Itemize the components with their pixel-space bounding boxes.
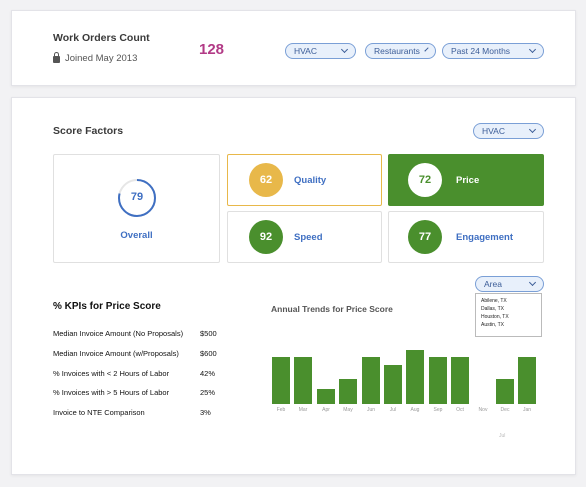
speed-score-value: 92	[249, 220, 283, 254]
lock-icon	[53, 52, 60, 63]
chart-bar[interactable]	[339, 379, 357, 404]
kpi-title: % KPIs for Price Score	[53, 301, 161, 312]
chart-bar[interactable]	[496, 379, 514, 404]
filter-industry-label: Restaurants	[374, 46, 420, 56]
chart-bar[interactable]	[272, 357, 290, 404]
filter-trade-label: HVAC	[294, 46, 317, 56]
chevron-down-icon	[528, 278, 537, 287]
kpi-row-value: 42%	[200, 369, 216, 378]
kpi-row-value: $500	[200, 329, 217, 338]
x-axis-label: Jan	[522, 407, 532, 413]
chart-bar[interactable]	[429, 357, 447, 404]
x-axis-label: Dec	[500, 407, 510, 413]
x-axis-label: Aug	[410, 407, 420, 413]
overall-score-tile[interactable]: 79 Overall	[53, 154, 220, 263]
chart-bar[interactable]	[317, 389, 335, 404]
kpi-row-label: Median Invoice Amount (No Proposals)	[53, 329, 184, 338]
kpi-row-label: Invoice to NTE Comparison	[53, 408, 145, 417]
kpi-row-value: 25%	[200, 388, 216, 397]
score-trade-label: HVAC	[482, 126, 505, 136]
filter-industry-dropdown[interactable]: Restaurants	[365, 43, 436, 59]
x-axis-label: Feb	[276, 407, 286, 413]
kpi-row-label: Median Invoice Amount (w/Proposals)	[53, 349, 179, 358]
area-option[interactable]: Houston, TX	[481, 314, 509, 320]
chevron-down-icon	[528, 45, 537, 54]
kpi-row-value: $600	[200, 349, 217, 358]
quality-score-value: 62	[249, 163, 283, 197]
area-options-list[interactable]: Abilene, TX Dallas, TX Houston, TX Austi…	[475, 293, 542, 337]
x-axis-label: Apr	[322, 407, 330, 413]
joined-text: Joined May 2013	[65, 53, 138, 64]
area-option[interactable]: Austin, TX	[481, 322, 504, 328]
chevron-down-icon	[340, 45, 349, 54]
area-dropdown[interactable]: Area	[475, 276, 544, 292]
chart-footer-label: Jul	[499, 433, 506, 439]
kpi-row-label: % Invoices with > 5 Hours of Labor	[53, 388, 170, 397]
filter-trade-dropdown[interactable]: HVAC	[285, 43, 356, 59]
x-axis-label: May	[343, 407, 353, 413]
score-trade-dropdown[interactable]: HVAC	[473, 123, 544, 139]
work-orders-title: Work Orders Count	[53, 32, 150, 44]
chart-bar[interactable]	[406, 350, 424, 404]
overall-score-ring	[118, 179, 156, 217]
trends-title: Annual Trends for Price Score	[271, 304, 393, 314]
chevron-down-icon	[424, 47, 429, 52]
filter-period-dropdown[interactable]: Past 24 Months	[442, 43, 544, 59]
chart-bar[interactable]	[518, 357, 536, 404]
x-axis-label: Mar	[298, 407, 308, 413]
x-axis-label: Oct	[456, 407, 464, 413]
speed-score-label: Speed	[294, 232, 323, 243]
quality-score-tile[interactable]: 62 Quality	[227, 154, 382, 206]
area-option[interactable]: Dallas, TX	[481, 306, 504, 312]
score-factors-title: Score Factors	[53, 125, 124, 137]
quality-score-label: Quality	[294, 175, 327, 186]
joined-info: Joined May 2013	[53, 52, 138, 64]
score-factors-card: Score Factors HVAC 79 Overall 62 Quality…	[11, 97, 576, 475]
price-score-tile[interactable]: 72 Price	[388, 154, 544, 206]
work-orders-count: 128	[199, 41, 225, 58]
engagement-score-value: 77	[408, 220, 442, 254]
engagement-score-label: Engagement	[456, 232, 514, 243]
area-dropdown-label: Area	[484, 279, 502, 289]
chart-bar[interactable]	[451, 357, 469, 404]
x-axis-label: Jun	[366, 407, 376, 413]
x-axis-label: Jul	[389, 407, 397, 413]
x-axis-label: Nov	[478, 407, 488, 413]
overall-score-value: 79	[130, 191, 144, 203]
kpi-row-label: % Invoices with < 2 Hours of Labor	[53, 369, 170, 378]
speed-score-tile[interactable]: 92 Speed	[227, 211, 382, 263]
x-axis-label: Sep	[433, 407, 443, 413]
engagement-score-tile[interactable]: 77 Engagement	[388, 211, 544, 263]
kpi-row-value: 3%	[200, 408, 211, 417]
filter-period-label: Past 24 Months	[451, 46, 511, 56]
overall-score-label: Overall	[120, 230, 153, 241]
work-orders-card: Work Orders Count Joined May 2013 128 HV…	[11, 10, 576, 86]
chart-bar[interactable]	[362, 357, 380, 404]
chart-bar[interactable]	[294, 357, 312, 404]
price-score-value: 72	[408, 163, 442, 197]
area-option[interactable]: Abilene, TX	[481, 298, 507, 304]
chart-bar[interactable]	[384, 365, 402, 404]
price-score-label: Price	[456, 175, 480, 186]
chevron-down-icon	[528, 125, 537, 134]
